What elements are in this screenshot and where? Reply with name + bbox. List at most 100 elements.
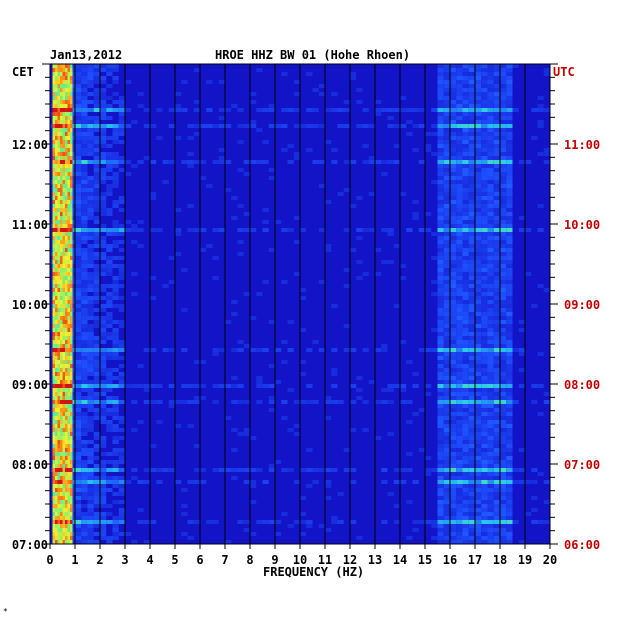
spectrogram-cell — [112, 428, 119, 432]
spectrogram-cell — [450, 464, 457, 468]
spectrogram-cell — [52, 428, 55, 432]
spectrogram-cell — [443, 260, 450, 264]
spectrogram-cell — [293, 520, 300, 524]
spectrogram-cell — [437, 476, 444, 480]
spectrogram-cell — [93, 500, 100, 504]
spectrogram-cell — [443, 468, 450, 472]
spectrogram-cell — [106, 256, 113, 260]
spectrogram-cell — [506, 504, 513, 508]
spectrogram-cell — [57, 308, 60, 312]
spectrogram-cell — [62, 136, 65, 140]
spectrogram-cell — [500, 472, 507, 476]
spectrogram-cell — [72, 396, 75, 400]
spectrogram-cell — [481, 124, 488, 128]
spectrogram-cell — [437, 360, 444, 364]
spectrogram-cell — [487, 96, 494, 100]
spectrogram-cell — [55, 432, 58, 436]
spectrogram-cell — [87, 496, 94, 500]
spectrogram-cell — [487, 516, 494, 520]
spectrogram-cell — [60, 272, 63, 276]
spectrogram-cell — [437, 488, 444, 492]
spectrogram-cell — [72, 272, 75, 276]
spectrogram-cell — [475, 76, 482, 80]
spectrogram-cell — [500, 168, 507, 172]
spectrogram-cell — [143, 520, 150, 524]
spectrogram-cell — [75, 268, 82, 272]
spectrogram-cell — [268, 468, 275, 472]
spectrogram-cell — [62, 384, 65, 388]
spectrogram-cell — [65, 472, 68, 476]
spectrogram-cell — [60, 296, 63, 300]
spectrogram-cell — [87, 388, 94, 392]
spectrogram-cell — [62, 504, 65, 508]
spectrogram-cell — [112, 152, 119, 156]
spectrogram-cell — [543, 392, 550, 396]
spectrogram-cell — [112, 64, 119, 68]
spectrogram-cell — [52, 320, 55, 324]
spectrogram-cell — [437, 168, 444, 172]
spectrogram-cell — [100, 96, 107, 100]
spectrogram-cell — [306, 72, 313, 76]
spectrogram-cell — [468, 288, 475, 292]
spectrogram-cell — [106, 476, 113, 480]
spectrogram-cell — [118, 460, 125, 464]
spectrogram-cell — [437, 136, 444, 140]
spectrogram-cell — [506, 336, 513, 340]
spectrogram-cell — [52, 396, 55, 400]
spectrogram-cell — [87, 352, 94, 356]
spectrogram-cell — [87, 92, 94, 96]
spectrogram-cell — [112, 232, 119, 236]
spectrogram-cell — [150, 444, 157, 448]
spectrogram-cell — [60, 316, 63, 320]
spectrogram-cell — [70, 216, 73, 220]
spectrogram-cell — [462, 504, 469, 508]
left-time-label: 07:00 — [12, 538, 48, 552]
spectrogram-cell — [437, 80, 444, 84]
spectrogram-cell — [55, 196, 58, 200]
spectrogram-cell — [481, 364, 488, 368]
spectrogram-cell — [456, 344, 463, 348]
spectrogram-cell — [462, 464, 469, 468]
spectrogram-cell — [481, 160, 488, 164]
spectrogram-cell — [106, 208, 113, 212]
spectrogram-cell — [75, 272, 82, 276]
spectrogram-cell — [100, 252, 107, 256]
spectrogram-cell — [65, 356, 68, 360]
spectrogram-cell — [531, 508, 538, 512]
spectrogram-cell — [81, 144, 88, 148]
spectrogram-cell — [106, 292, 113, 296]
spectrogram-cell — [52, 480, 55, 484]
spectrogram-cell — [52, 244, 55, 248]
spectrogram-cell — [450, 420, 457, 424]
spectrogram-cell — [67, 240, 70, 244]
spectrogram-cell — [218, 148, 225, 152]
spectrogram-cell — [487, 112, 494, 116]
spectrogram-cell — [72, 256, 75, 260]
spectrogram-cell — [481, 148, 488, 152]
spectrogram-cell — [443, 536, 450, 540]
spectrogram-cell — [318, 92, 325, 96]
spectrogram-cell — [67, 428, 70, 432]
spectrogram-cell — [75, 68, 82, 72]
spectrogram-cell — [60, 88, 63, 92]
spectrogram-cell — [70, 524, 73, 528]
spectrogram-cell — [67, 208, 70, 212]
spectrogram-cell — [475, 188, 482, 192]
spectrogram-cell — [443, 476, 450, 480]
spectrogram-cell — [62, 336, 65, 340]
spectrogram-cell — [487, 308, 494, 312]
spectrogram-cell — [181, 160, 188, 164]
spectrogram-cell — [87, 64, 94, 68]
spectrogram-cell — [55, 372, 58, 376]
spectrogram-cell — [481, 448, 488, 452]
spectrogram-cell — [181, 384, 188, 388]
spectrogram-cell — [52, 464, 55, 468]
spectrogram-cell — [67, 76, 70, 80]
spectrogram-cell — [287, 468, 294, 472]
spectrogram-cell — [462, 528, 469, 532]
spectrogram-cell — [57, 200, 60, 204]
spectrogram-cell — [70, 352, 73, 356]
spectrogram-cell — [500, 84, 507, 88]
spectrogram-cell — [468, 428, 475, 432]
